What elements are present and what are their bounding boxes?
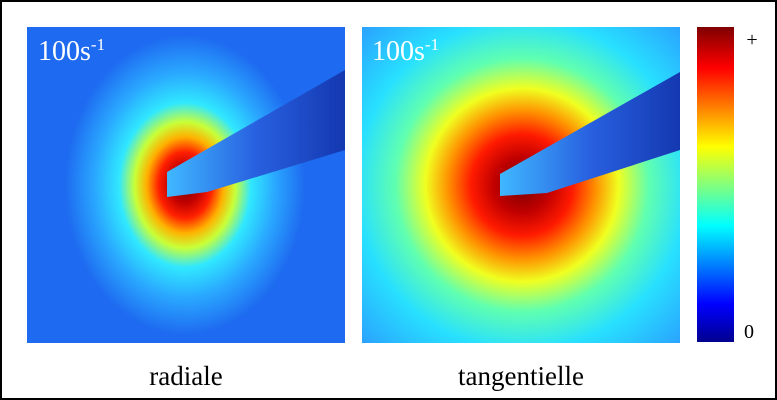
colorbar [697, 27, 734, 342]
colorbar-max: + [746, 29, 757, 51]
caption: tangentielle [458, 361, 584, 391]
rate-exponent: -1 [91, 35, 105, 54]
rate-label: 100s-1 [38, 35, 105, 67]
rate-value: 100s [38, 36, 91, 67]
rate-label: 100s-1 [372, 35, 439, 67]
caption: radiale [149, 361, 222, 391]
probe [167, 70, 345, 197]
rate-value: 100s [372, 36, 425, 67]
colorbar-min: 0 [744, 321, 754, 343]
rate-exponent: -1 [425, 35, 439, 54]
probe [500, 72, 680, 196]
